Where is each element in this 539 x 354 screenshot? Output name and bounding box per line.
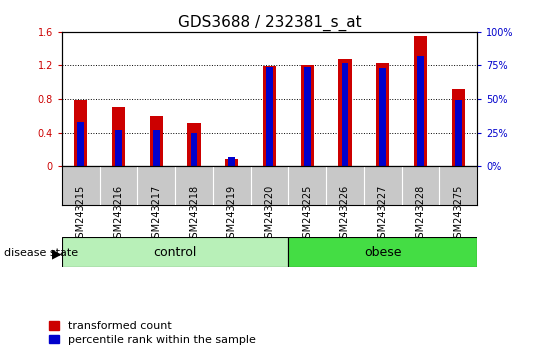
Bar bbox=[417, 56, 424, 166]
Bar bbox=[112, 108, 125, 166]
Text: GSM243220: GSM243220 bbox=[265, 185, 274, 244]
Text: GSM243219: GSM243219 bbox=[227, 185, 237, 244]
Bar bbox=[304, 67, 310, 166]
Text: GSM243218: GSM243218 bbox=[189, 185, 199, 244]
Bar bbox=[150, 116, 163, 166]
Title: GDS3688 / 232381_s_at: GDS3688 / 232381_s_at bbox=[178, 14, 361, 30]
Text: GSM243216: GSM243216 bbox=[114, 185, 123, 244]
Text: ▶: ▶ bbox=[52, 247, 61, 260]
Bar bbox=[78, 122, 84, 166]
Bar bbox=[263, 66, 276, 166]
Bar bbox=[115, 130, 122, 166]
Text: obese: obese bbox=[364, 246, 402, 259]
Bar bbox=[225, 159, 238, 166]
Bar bbox=[229, 158, 235, 166]
Text: GSM243228: GSM243228 bbox=[416, 185, 425, 244]
Bar bbox=[153, 130, 160, 166]
Bar bbox=[188, 122, 201, 166]
Bar bbox=[376, 63, 389, 166]
Text: GSM243225: GSM243225 bbox=[302, 185, 312, 244]
Text: GSM243215: GSM243215 bbox=[76, 185, 86, 244]
Bar bbox=[191, 133, 197, 166]
Bar bbox=[266, 67, 273, 166]
Bar bbox=[342, 63, 348, 166]
Bar bbox=[74, 100, 87, 166]
Bar bbox=[414, 36, 427, 166]
Text: control: control bbox=[154, 246, 197, 259]
Text: GSM243217: GSM243217 bbox=[151, 185, 161, 244]
Text: GSM243227: GSM243227 bbox=[378, 185, 388, 244]
Bar bbox=[455, 101, 461, 166]
Bar bbox=[452, 89, 465, 166]
Bar bbox=[301, 65, 314, 166]
Legend: transformed count, percentile rank within the sample: transformed count, percentile rank withi… bbox=[49, 321, 255, 345]
Bar bbox=[379, 68, 386, 166]
Bar bbox=[62, 237, 288, 267]
Text: disease state: disease state bbox=[4, 248, 79, 258]
Text: GSM243275: GSM243275 bbox=[453, 185, 463, 244]
Bar bbox=[338, 59, 351, 166]
Text: GSM243226: GSM243226 bbox=[340, 185, 350, 244]
Bar bbox=[288, 237, 477, 267]
